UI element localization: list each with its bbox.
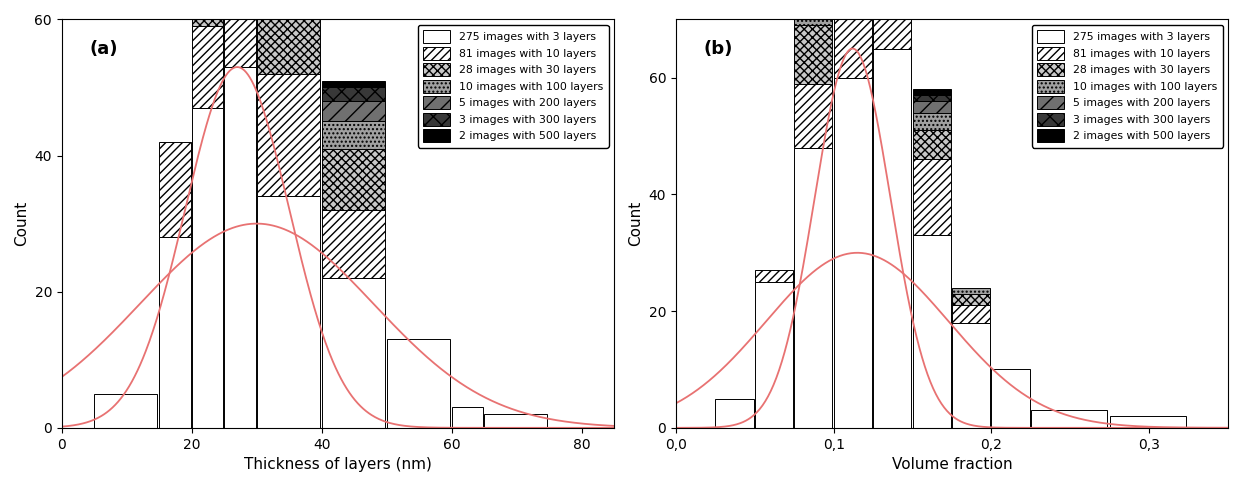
Bar bbox=[794, 148, 832, 428]
Bar bbox=[794, 25, 832, 84]
Bar bbox=[322, 278, 385, 428]
Bar bbox=[257, 13, 319, 74]
Bar bbox=[833, 78, 872, 428]
Bar bbox=[191, 26, 224, 108]
Bar bbox=[94, 394, 158, 428]
Bar bbox=[951, 288, 990, 294]
Legend: 275 images with 3 layers, 81 images with 10 layers, 28 images with 30 layers, 10: 275 images with 3 layers, 81 images with… bbox=[1032, 25, 1222, 148]
Y-axis label: Count: Count bbox=[14, 201, 29, 246]
Bar bbox=[191, 108, 224, 428]
Bar bbox=[991, 369, 1030, 428]
Bar bbox=[322, 122, 385, 149]
Text: (b): (b) bbox=[703, 40, 733, 58]
Text: (a): (a) bbox=[89, 40, 118, 58]
Bar bbox=[322, 149, 385, 210]
X-axis label: Thickness of layers (nm): Thickness of layers (nm) bbox=[243, 457, 432, 472]
Bar bbox=[484, 414, 548, 428]
Bar bbox=[794, 84, 832, 148]
Bar bbox=[913, 89, 951, 95]
Bar bbox=[913, 101, 951, 113]
Bar bbox=[951, 323, 990, 428]
Bar bbox=[159, 142, 191, 237]
Bar bbox=[951, 294, 990, 305]
Bar bbox=[913, 235, 951, 428]
Bar bbox=[1110, 416, 1186, 428]
Bar bbox=[225, 67, 256, 428]
Legend: 275 images with 3 layers, 81 images with 10 layers, 28 images with 30 layers, 10: 275 images with 3 layers, 81 images with… bbox=[417, 25, 609, 148]
Bar bbox=[386, 339, 450, 428]
Bar bbox=[913, 130, 951, 159]
Bar bbox=[452, 407, 483, 428]
Bar bbox=[913, 159, 951, 235]
Bar bbox=[715, 399, 754, 428]
Bar bbox=[794, 0, 832, 25]
Bar bbox=[873, 49, 912, 428]
Bar bbox=[322, 101, 385, 122]
Bar bbox=[257, 0, 319, 13]
Bar bbox=[913, 95, 951, 101]
Bar bbox=[225, 0, 256, 67]
Bar bbox=[322, 87, 385, 101]
Bar bbox=[257, 196, 319, 428]
Bar bbox=[755, 270, 792, 282]
Bar bbox=[257, 74, 319, 196]
Bar bbox=[191, 0, 224, 26]
Y-axis label: Count: Count bbox=[628, 201, 643, 246]
Bar bbox=[913, 113, 951, 130]
Bar bbox=[951, 305, 990, 323]
Bar bbox=[159, 237, 191, 428]
X-axis label: Volume fraction: Volume fraction bbox=[892, 457, 1012, 472]
Bar bbox=[755, 282, 792, 428]
Bar bbox=[833, 0, 872, 78]
Bar bbox=[1031, 410, 1108, 428]
Bar bbox=[322, 81, 385, 87]
Bar bbox=[322, 210, 385, 278]
Bar bbox=[873, 0, 912, 49]
